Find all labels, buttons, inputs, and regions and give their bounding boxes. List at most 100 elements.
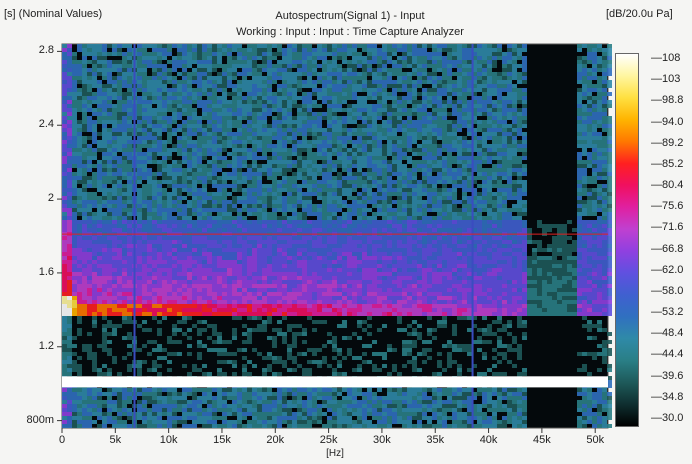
spectrogram-cell xyxy=(87,396,92,400)
spectrogram-cell xyxy=(142,176,147,180)
spectrogram-cell xyxy=(347,224,352,228)
spectrogram-cell xyxy=(357,404,362,408)
spectrogram-cell xyxy=(282,84,287,88)
spectrogram-cell xyxy=(302,216,307,220)
spectrogram-cell xyxy=(307,44,312,48)
spectrogram-cell xyxy=(207,144,212,148)
spectrogram-cell xyxy=(257,176,262,180)
spectrogram-cell xyxy=(147,308,152,312)
spectrogram-cell xyxy=(212,64,217,68)
spectrogram-cell xyxy=(332,276,337,280)
spectrogram-cell xyxy=(287,248,292,252)
spectrogram-cell xyxy=(317,296,322,300)
spectrogram-cell xyxy=(337,324,342,328)
spectrogram-cell xyxy=(362,56,367,60)
spectrogram-cell xyxy=(102,84,107,88)
spectrogram-cell xyxy=(122,116,127,120)
spectrogram-cell xyxy=(227,248,232,252)
spectrogram-cell xyxy=(62,168,67,172)
spectrogram-cell xyxy=(167,48,172,52)
spectrogram-cell xyxy=(147,60,152,64)
spectrogram-cell xyxy=(287,140,292,144)
spectrogram-cell xyxy=(237,120,242,124)
spectrogram-cell xyxy=(252,264,257,268)
spectrogram-cell xyxy=(182,204,187,208)
spectrogram-cell xyxy=(87,420,92,424)
spectrogram-cell xyxy=(187,164,192,168)
spectrogram-cell xyxy=(222,252,227,256)
spectrogram-cell xyxy=(62,76,67,80)
spectrogram-cell xyxy=(357,412,362,416)
spectrogram-cell xyxy=(307,152,312,156)
spectrogram-cell xyxy=(97,144,102,148)
spectrogram-cell xyxy=(127,412,132,416)
spectrogram-cell xyxy=(92,420,97,424)
spectrogram-cell xyxy=(182,288,187,292)
spectrogram-cell xyxy=(202,184,207,188)
spectrogram-cell xyxy=(262,224,267,228)
spectrogram-cell xyxy=(212,216,217,220)
spectrogram-cell xyxy=(317,288,322,292)
spectrogram-cell xyxy=(182,248,187,252)
spectrogram-cell xyxy=(177,192,182,196)
spectrogram-cell xyxy=(112,144,117,148)
spectrogram-cell xyxy=(347,220,352,224)
spectrogram-cell xyxy=(252,144,257,148)
spectrogram-cell xyxy=(77,396,82,400)
spectrogram-cell xyxy=(67,212,72,216)
spectrogram-cell xyxy=(87,244,92,248)
spectrogram-cell xyxy=(172,100,177,104)
spectrogram-cell xyxy=(362,80,367,84)
spectrogram-cell xyxy=(307,220,312,224)
spectrogram-cell xyxy=(152,244,157,248)
spectrogram-cell xyxy=(142,228,147,232)
spectrogram-cell xyxy=(352,128,357,132)
spectrogram-cell xyxy=(287,48,292,52)
spectrogram-cell xyxy=(257,252,262,256)
spectrogram-cell xyxy=(127,220,132,224)
spectrogram-cell xyxy=(142,56,147,60)
spectrogram-cell xyxy=(197,80,202,84)
spectrogram-cell xyxy=(117,136,122,140)
spectrogram-cell xyxy=(282,52,287,56)
spectrogram-cell xyxy=(92,396,97,400)
spectrogram-cell xyxy=(277,188,282,192)
spectrogram-cell xyxy=(267,264,272,268)
spectrogram-cell xyxy=(317,240,322,244)
spectrogram-cell xyxy=(272,304,277,308)
spectrogram-cell xyxy=(242,416,247,420)
spectrogram-cell xyxy=(362,72,367,76)
spectrogram-cell xyxy=(77,208,82,212)
spectrogram-cell xyxy=(117,244,122,248)
spectrogram-cell xyxy=(207,388,212,392)
spectrogram-cell xyxy=(232,312,237,316)
spectrogram-cell xyxy=(92,152,97,156)
spectrogram-cell xyxy=(322,56,327,60)
spectrogram-cell xyxy=(182,408,187,412)
spectrogram-cell xyxy=(257,88,262,92)
spectrogram-cell xyxy=(327,424,332,428)
spectrogram-cell xyxy=(202,156,207,160)
spectrogram-cell xyxy=(147,104,152,108)
spectrogram-cell xyxy=(87,60,92,64)
spectrogram-cell xyxy=(242,112,247,116)
spectrogram-cell xyxy=(332,392,337,396)
spectrogram-cell xyxy=(172,60,177,64)
spectrogram-cell xyxy=(157,288,162,292)
spectrogram-cell xyxy=(282,284,287,288)
spectrogram-cell xyxy=(312,176,317,180)
spectrogram-cell xyxy=(217,160,222,164)
spectrogram-cell xyxy=(72,284,77,288)
spectrogram-cell xyxy=(182,128,187,132)
spectrogram-cell xyxy=(342,52,347,56)
spectrogram-cell xyxy=(357,164,362,168)
spectrogram-cell xyxy=(92,352,97,356)
spectrogram-cell xyxy=(362,328,367,332)
spectrogram-cell xyxy=(147,388,152,392)
spectrogram-cell xyxy=(242,132,247,136)
spectrogram-cell xyxy=(202,244,207,248)
spectrogram-cell xyxy=(162,68,167,72)
spectrogram-cell xyxy=(137,324,142,328)
spectrogram-cell xyxy=(137,392,142,396)
